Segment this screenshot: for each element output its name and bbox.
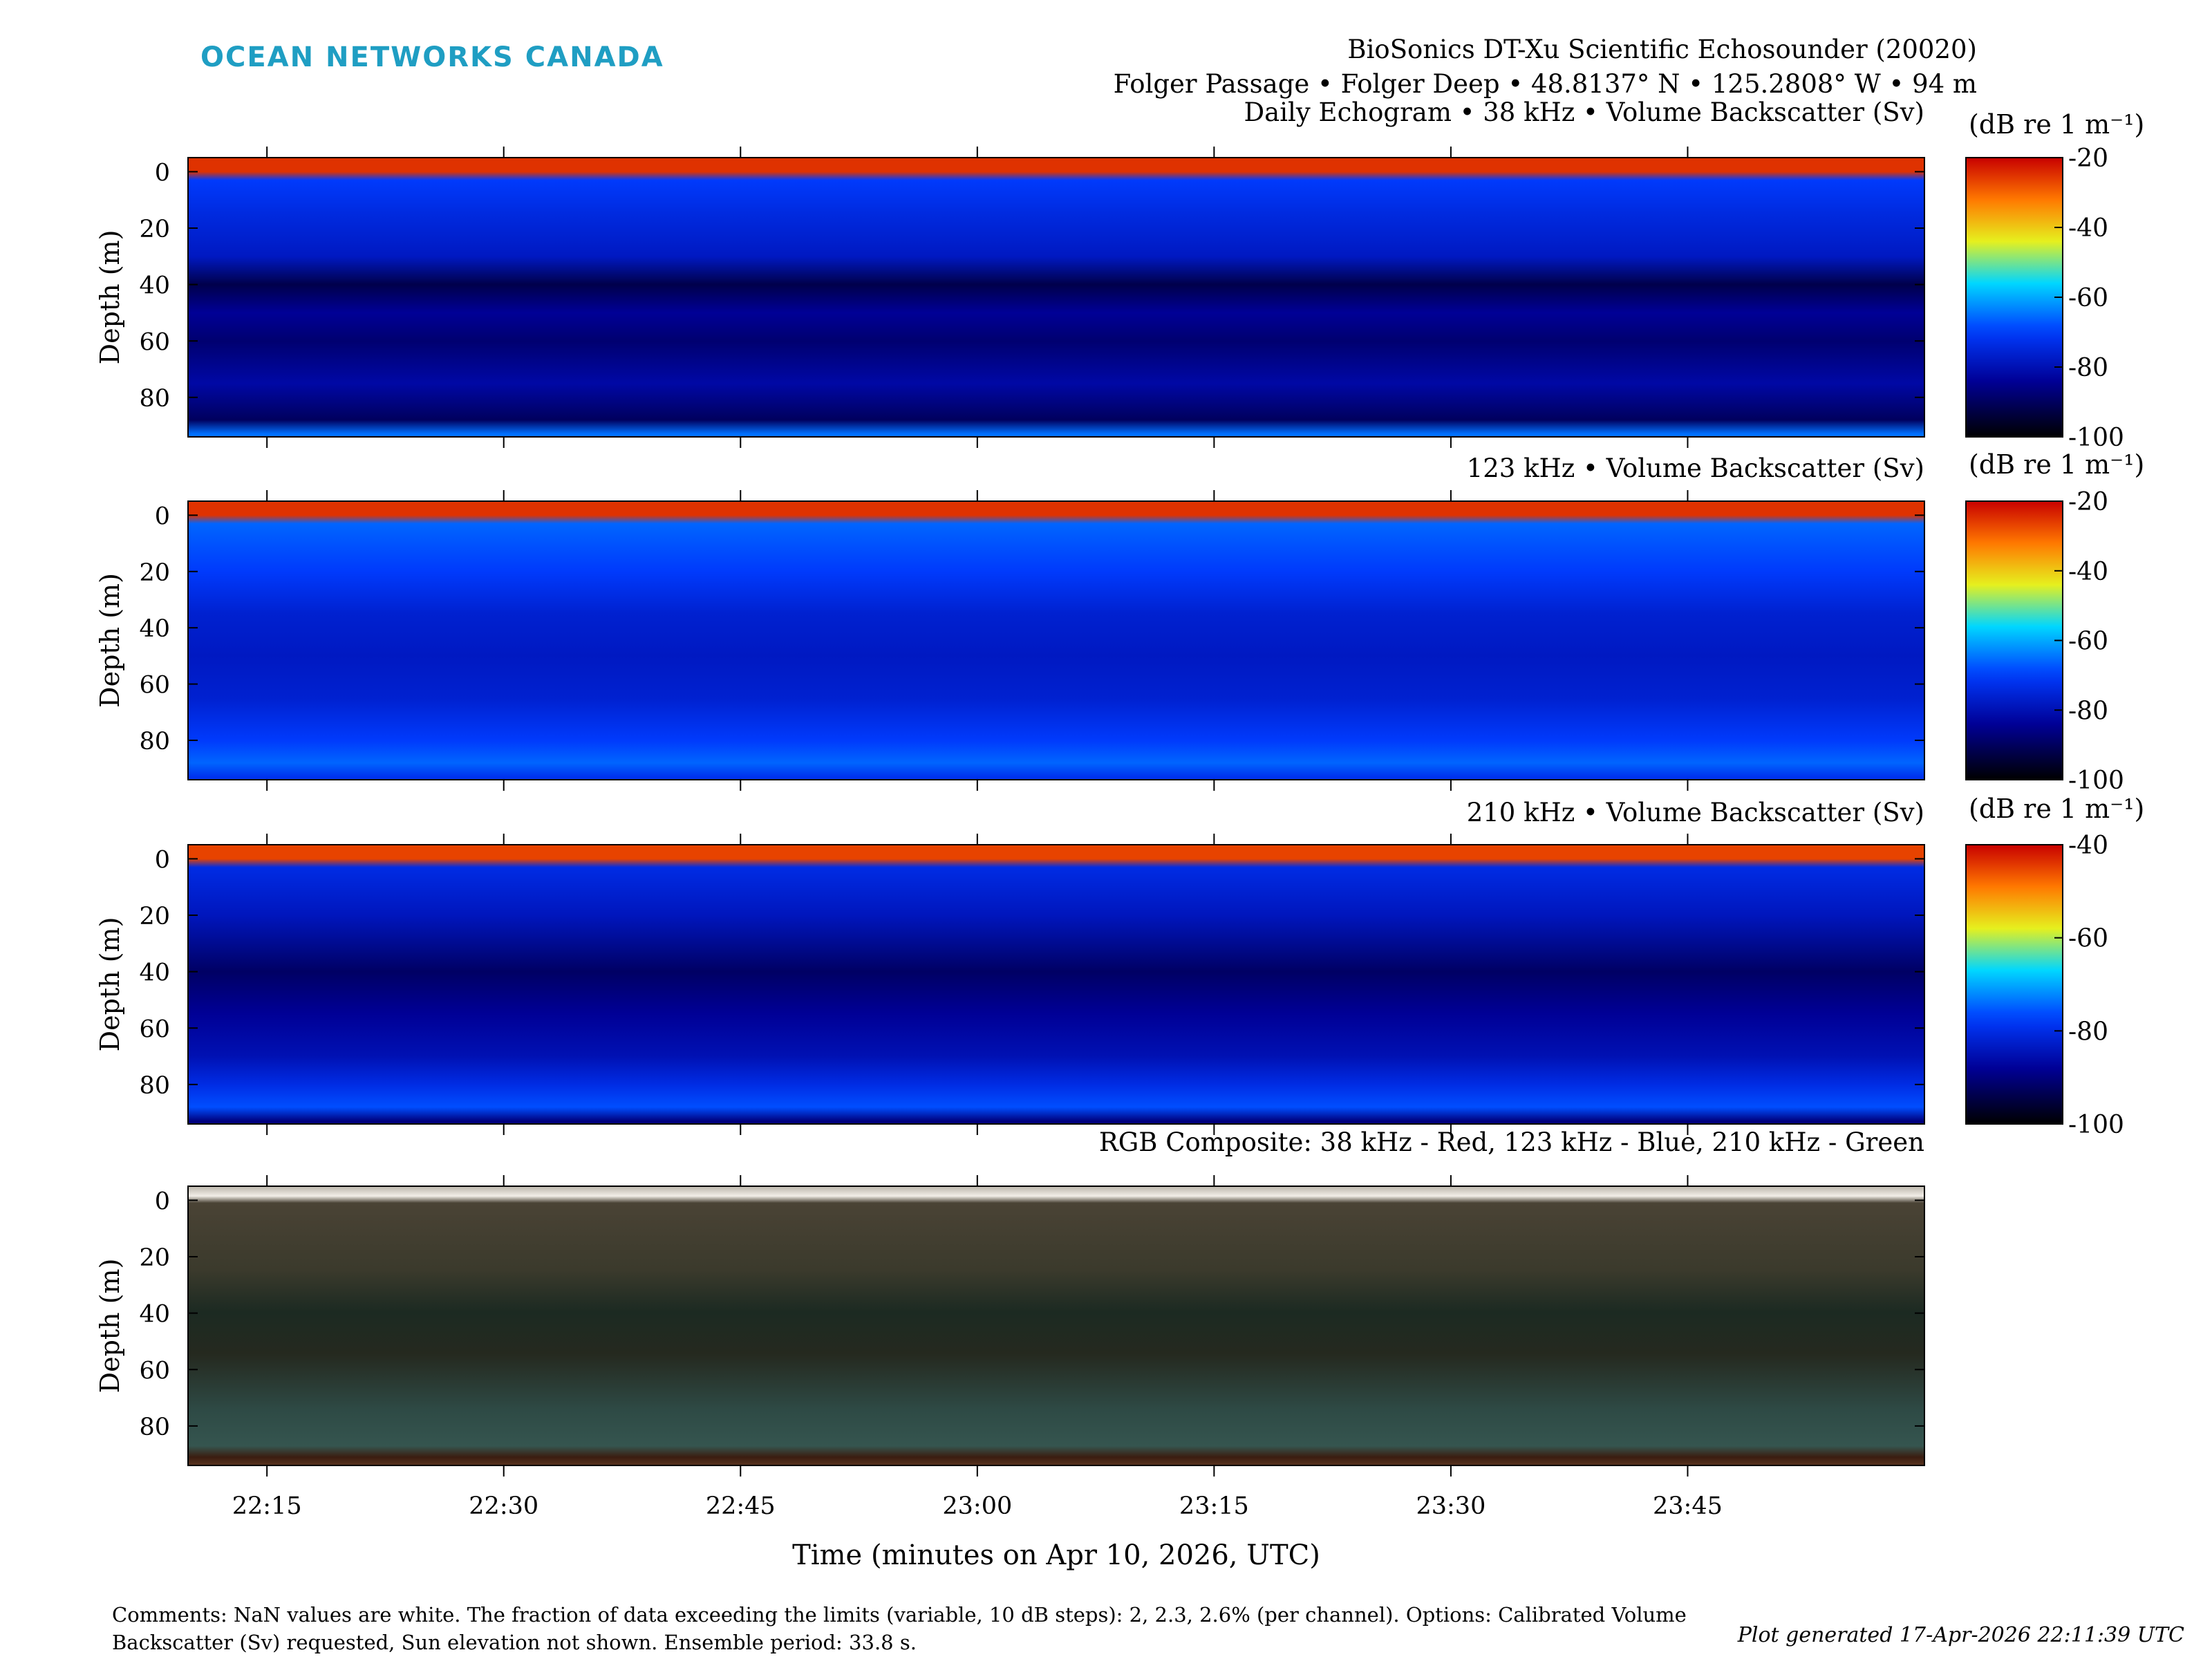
panel-title-4: RGB Composite: 38 kHz - Red, 123 kHz - B… <box>1099 1127 1924 1157</box>
x-tick-label: 23:45 <box>1653 1492 1723 1520</box>
x-tick-label: 23:15 <box>1179 1492 1249 1520</box>
colorbar-tick-label: -100 <box>2068 424 2124 452</box>
panel-title-3: 210 kHz • Volume Backscatter (Sv) <box>1467 798 1924 827</box>
heatmap-1 <box>188 158 1924 437</box>
y-tick-label: 40 <box>139 615 170 643</box>
x-axis-label: Time (minutes on Apr 10, 2026, UTC) <box>792 1539 1320 1571</box>
y-tick-label: 60 <box>139 672 170 700</box>
header-instrument: BioSonics DT-Xu Scientific Echosounder (… <box>1347 35 1977 64</box>
plot-frame-4 <box>187 1185 1925 1466</box>
colorbar-tick-label: -60 <box>2068 925 2108 953</box>
y-tick-label: 40 <box>139 959 170 987</box>
colorbar-2 <box>1965 500 2063 780</box>
colorbar-tick-label: -60 <box>2068 284 2108 312</box>
y-tick-label: 60 <box>139 328 170 356</box>
colorbar-tick-label: -40 <box>2068 214 2108 243</box>
y-tick-label: 20 <box>139 1244 170 1272</box>
colorbar-tick-label: -40 <box>2068 558 2108 586</box>
y-tick-label: 20 <box>139 216 170 243</box>
x-tick-label: 22:45 <box>706 1492 776 1520</box>
y-axis-label: Depth (m) <box>95 230 125 365</box>
y-tick-label: 80 <box>139 385 170 413</box>
y-axis-label: Depth (m) <box>95 1259 125 1394</box>
y-tick-label: 0 <box>155 503 170 530</box>
y-tick-label: 20 <box>139 559 170 587</box>
colorbar-1 <box>1965 157 2063 438</box>
y-tick-label: 0 <box>155 1188 170 1215</box>
y-axis-label: Depth (m) <box>95 917 125 1052</box>
x-tick-label: 22:15 <box>232 1492 302 1520</box>
heatmap-4 <box>188 1186 1924 1465</box>
ocean-networks-canada-logo: OCEAN NETWORKS CANADA <box>200 41 664 73</box>
colorbar-tick-label: -20 <box>2068 488 2108 516</box>
y-tick-label: 40 <box>139 1301 170 1329</box>
colorbar-3 <box>1965 844 2063 1125</box>
colorbar-tick-label: -80 <box>2068 354 2108 382</box>
y-tick-label: 40 <box>139 272 170 300</box>
y-tick-label: 60 <box>139 1357 170 1385</box>
x-tick-label: 23:00 <box>942 1492 1012 1520</box>
y-tick-label: 80 <box>139 728 170 756</box>
colorbar-unit-label: (dB re 1 m⁻¹) <box>1969 449 2144 480</box>
plot-frame-3 <box>187 844 1925 1125</box>
heatmap-2 <box>188 501 1924 780</box>
y-tick-label: 80 <box>139 1414 170 1441</box>
x-tick-label: 22:30 <box>469 1492 538 1520</box>
colorbar-unit-label: (dB re 1 m⁻¹) <box>1969 794 2144 824</box>
footer-comments: Comments: NaN values are white. The frac… <box>112 1603 1687 1654</box>
panel-title-2: 123 kHz • Volume Backscatter (Sv) <box>1467 453 1924 483</box>
heatmap-3 <box>188 845 1924 1124</box>
colorbar-tick-label: -80 <box>2068 1018 2108 1046</box>
colorbar-tick-label: -20 <box>2068 144 2108 173</box>
header-location: Folger Passage • Folger Deep • 48.8137° … <box>1113 69 1977 99</box>
colorbar-tick-label: -40 <box>2068 832 2108 860</box>
plot-generated-timestamp: Plot generated 17-Apr-2026 22:11:39 UTC <box>1737 1623 2184 1647</box>
y-tick-label: 60 <box>139 1015 170 1043</box>
y-axis-label: Depth (m) <box>95 573 125 708</box>
colorbar-tick-label: -80 <box>2068 697 2108 725</box>
colorbar-tick-label: -60 <box>2068 628 2108 656</box>
plot-frame-2 <box>187 500 1925 780</box>
plot-frame-1 <box>187 157 1925 438</box>
colorbar-tick-label: -100 <box>2068 767 2124 795</box>
y-tick-label: 0 <box>155 159 170 187</box>
y-tick-label: 0 <box>155 846 170 874</box>
panel-title-1: Daily Echogram • 38 kHz • Volume Backsca… <box>1244 97 1925 127</box>
colorbar-tick-label: -100 <box>2068 1111 2124 1139</box>
x-tick-label: 23:30 <box>1416 1492 1485 1520</box>
colorbar-unit-label: (dB re 1 m⁻¹) <box>1969 109 2144 140</box>
y-tick-label: 20 <box>139 903 170 930</box>
echogram-panels: Daily Echogram • 38 kHz • Volume Backsca… <box>95 97 2144 1571</box>
y-tick-label: 80 <box>139 1072 170 1100</box>
